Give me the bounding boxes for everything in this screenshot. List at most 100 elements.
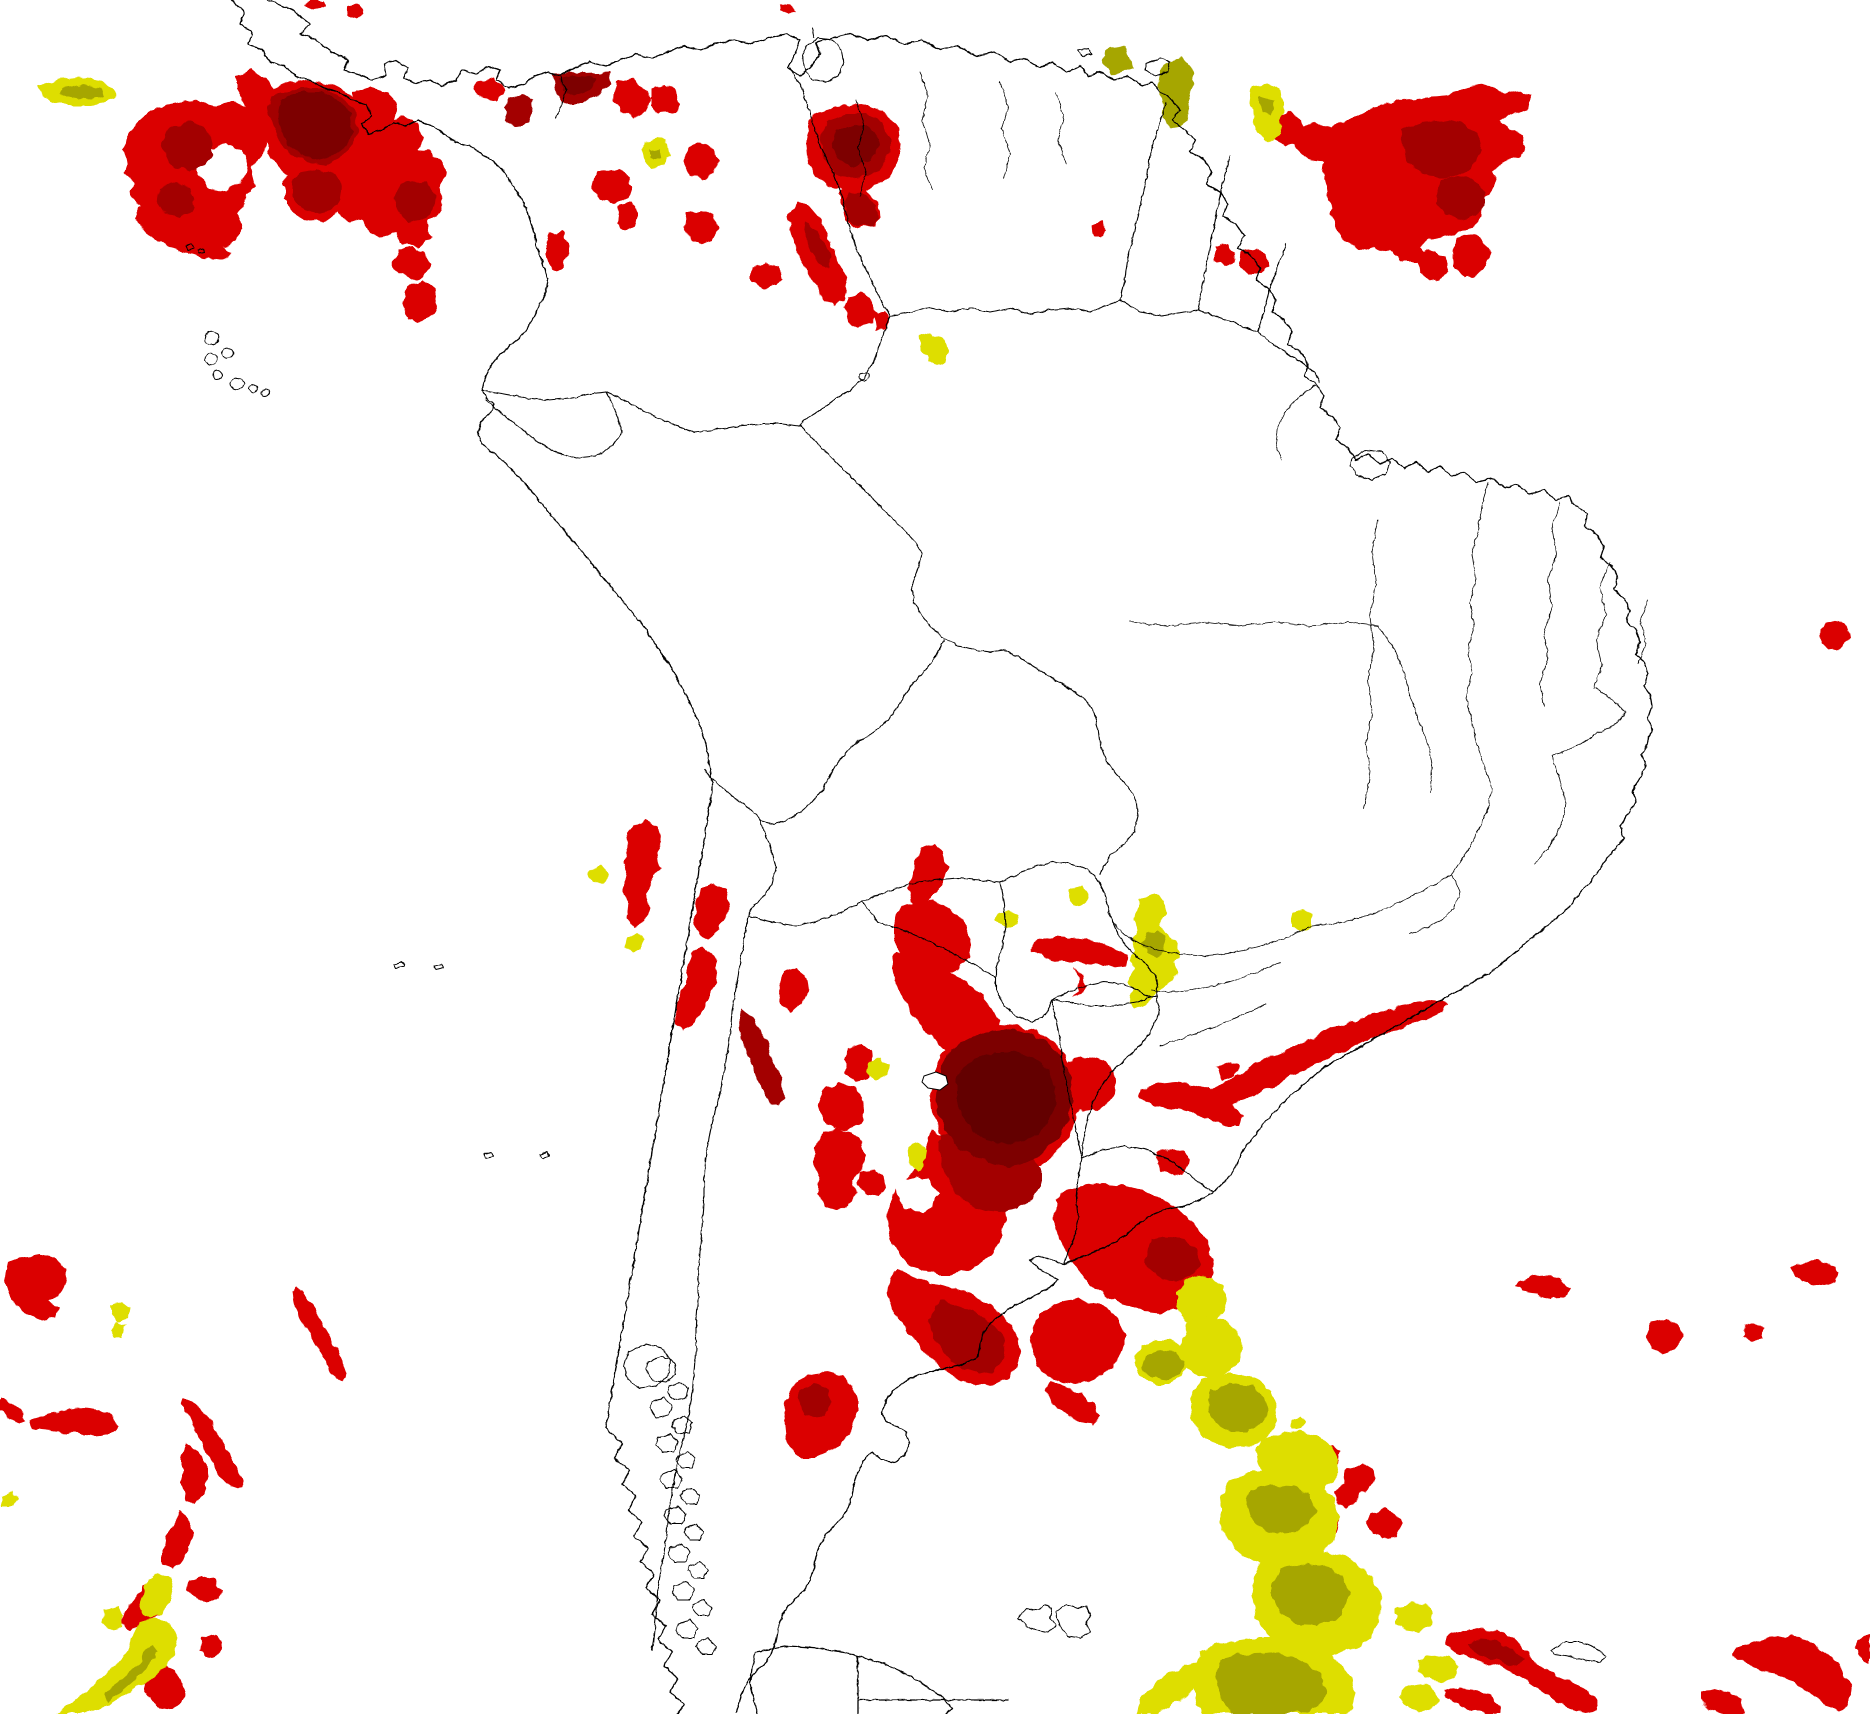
islands-shape: [204, 330, 220, 346]
clouds-red-shape: [200, 1634, 222, 1658]
clouds-yellow-shape: [866, 1058, 888, 1080]
coastlines-shape: [749, 1651, 759, 1714]
islands-shape: [433, 963, 445, 971]
country-borders-shape: [1197, 309, 1259, 333]
clouds-red-dark-shape: [844, 190, 878, 226]
clouds-red-shape: [1156, 1148, 1190, 1176]
state-borders-shape: [999, 81, 1011, 179]
clouds-red-shape: [616, 202, 638, 230]
clouds-red-holes-shape: [244, 190, 288, 228]
clouds-red-shape: [650, 84, 680, 114]
clouds-red-shape: [858, 1168, 886, 1196]
country-borders-shape: [485, 391, 623, 459]
clouds-maroon-shape: [278, 92, 352, 160]
clouds-yellow-shape: [56, 1618, 178, 1714]
islands-shape: [679, 1487, 701, 1505]
clouds-red-shape: [1138, 1082, 1244, 1126]
clouds-red-holes-shape: [896, 1176, 938, 1212]
clouds-olive-shape: [1158, 58, 1194, 128]
clouds-red-shape: [182, 1442, 208, 1506]
clouds-olive-shape: [1208, 1384, 1268, 1432]
clouds-red-shape: [818, 1084, 866, 1130]
clouds-red-shape: [1058, 1056, 1116, 1112]
country-borders-shape: [999, 861, 1159, 997]
clouds-red-shape: [1044, 1380, 1100, 1424]
islands-shape: [260, 388, 270, 397]
clouds-olive-shape: [650, 148, 662, 158]
clouds-yellow-shape: [1068, 886, 1088, 906]
clouds-red-shape: [778, 2, 796, 14]
clouds-red-dark-shape: [1466, 1640, 1524, 1668]
clouds-red-shape: [1444, 1688, 1502, 1714]
clouds-red-shape: [752, 262, 782, 288]
country-borders-shape: [1051, 999, 1083, 1159]
country-borders-shape: [1051, 995, 1157, 1007]
state-borders-shape: [1533, 755, 1567, 865]
state-borders-shape: [1159, 1003, 1267, 1047]
islands-shape: [667, 1381, 689, 1401]
clouds-yellow-shape: [1398, 1684, 1438, 1712]
clouds-red-shape: [1214, 244, 1236, 266]
country-borders-shape: [1081, 995, 1161, 1159]
country-borders-shape: [703, 769, 761, 821]
country-borders-shape: [1063, 1157, 1083, 1265]
country-borders-shape: [1257, 331, 1321, 383]
clouds-red-shape: [684, 210, 718, 244]
clouds-red-shape: [778, 968, 808, 1012]
clouds-red-shape: [1330, 196, 1386, 250]
clouds-red-shape: [814, 1128, 866, 1210]
clouds-olive-shape: [60, 84, 104, 100]
clouds-red-shape: [1092, 222, 1106, 238]
lake-outlines-white: [921, 1071, 949, 1091]
clouds-red-shape: [1820, 620, 1850, 650]
islands-shape: [675, 1451, 697, 1469]
clouds-red-dark-shape: [158, 184, 196, 218]
clouds-red-holes-shape: [1032, 962, 1080, 1000]
country-borders-shape: [789, 67, 891, 317]
clouds-yellow-shape: [920, 332, 948, 366]
country-borders-shape: [605, 391, 801, 433]
islands-shape: [1055, 1603, 1091, 1639]
clouds-red-shape: [1238, 248, 1268, 274]
clouds-olive-shape: [1142, 930, 1166, 958]
coastlines: [231, 0, 1653, 1714]
islands-shape: [671, 1415, 693, 1435]
clouds-red-dark-shape: [504, 94, 534, 126]
clouds-red-shape: [182, 1398, 244, 1488]
islands-shape: [649, 1397, 673, 1419]
clouds-red-shape: [120, 100, 266, 248]
clouds-yellow-shape: [1176, 1276, 1228, 1326]
state-borders-shape: [1107, 911, 1313, 957]
clouds-yellow-shape: [1418, 1654, 1458, 1682]
clouds-red-shape: [144, 1666, 186, 1710]
islands-shape: [1017, 1603, 1057, 1633]
clouds-yellow-shape: [1180, 1316, 1242, 1378]
islands-shape: [248, 384, 259, 394]
clouds-olive-shape: [1260, 96, 1274, 116]
islands-shape: [1349, 449, 1391, 481]
islands-shape: [185, 243, 195, 251]
state-borders-shape: [1637, 599, 1649, 665]
clouds-red-shape: [1292, 122, 1340, 162]
clouds-red-dark-shape: [930, 1300, 1006, 1374]
clouds-olive-shape: [104, 1644, 158, 1702]
clouds-olive: [60, 46, 1350, 1714]
clouds-red-shape: [1386, 230, 1424, 262]
clouds-red-shape: [1856, 1634, 1870, 1664]
state-borders-shape: [1539, 501, 1561, 707]
clouds-red-dark-shape: [292, 168, 342, 214]
country-borders-shape: [889, 299, 1121, 317]
country-borders-shape: [1197, 155, 1231, 311]
state-borders-shape: [1311, 873, 1453, 927]
clouds-red-shape: [1208, 1000, 1448, 1108]
state-borders-shape: [1275, 383, 1317, 461]
islands-shape: [659, 1469, 683, 1489]
clouds-red-shape: [186, 1576, 222, 1602]
clouds-red-shape: [592, 168, 632, 204]
islands-shape: [483, 1151, 494, 1159]
clouds-maroon-shape: [832, 124, 878, 166]
clouds-yellow-shape: [102, 1606, 124, 1630]
state-borders-shape: [1593, 561, 1611, 689]
